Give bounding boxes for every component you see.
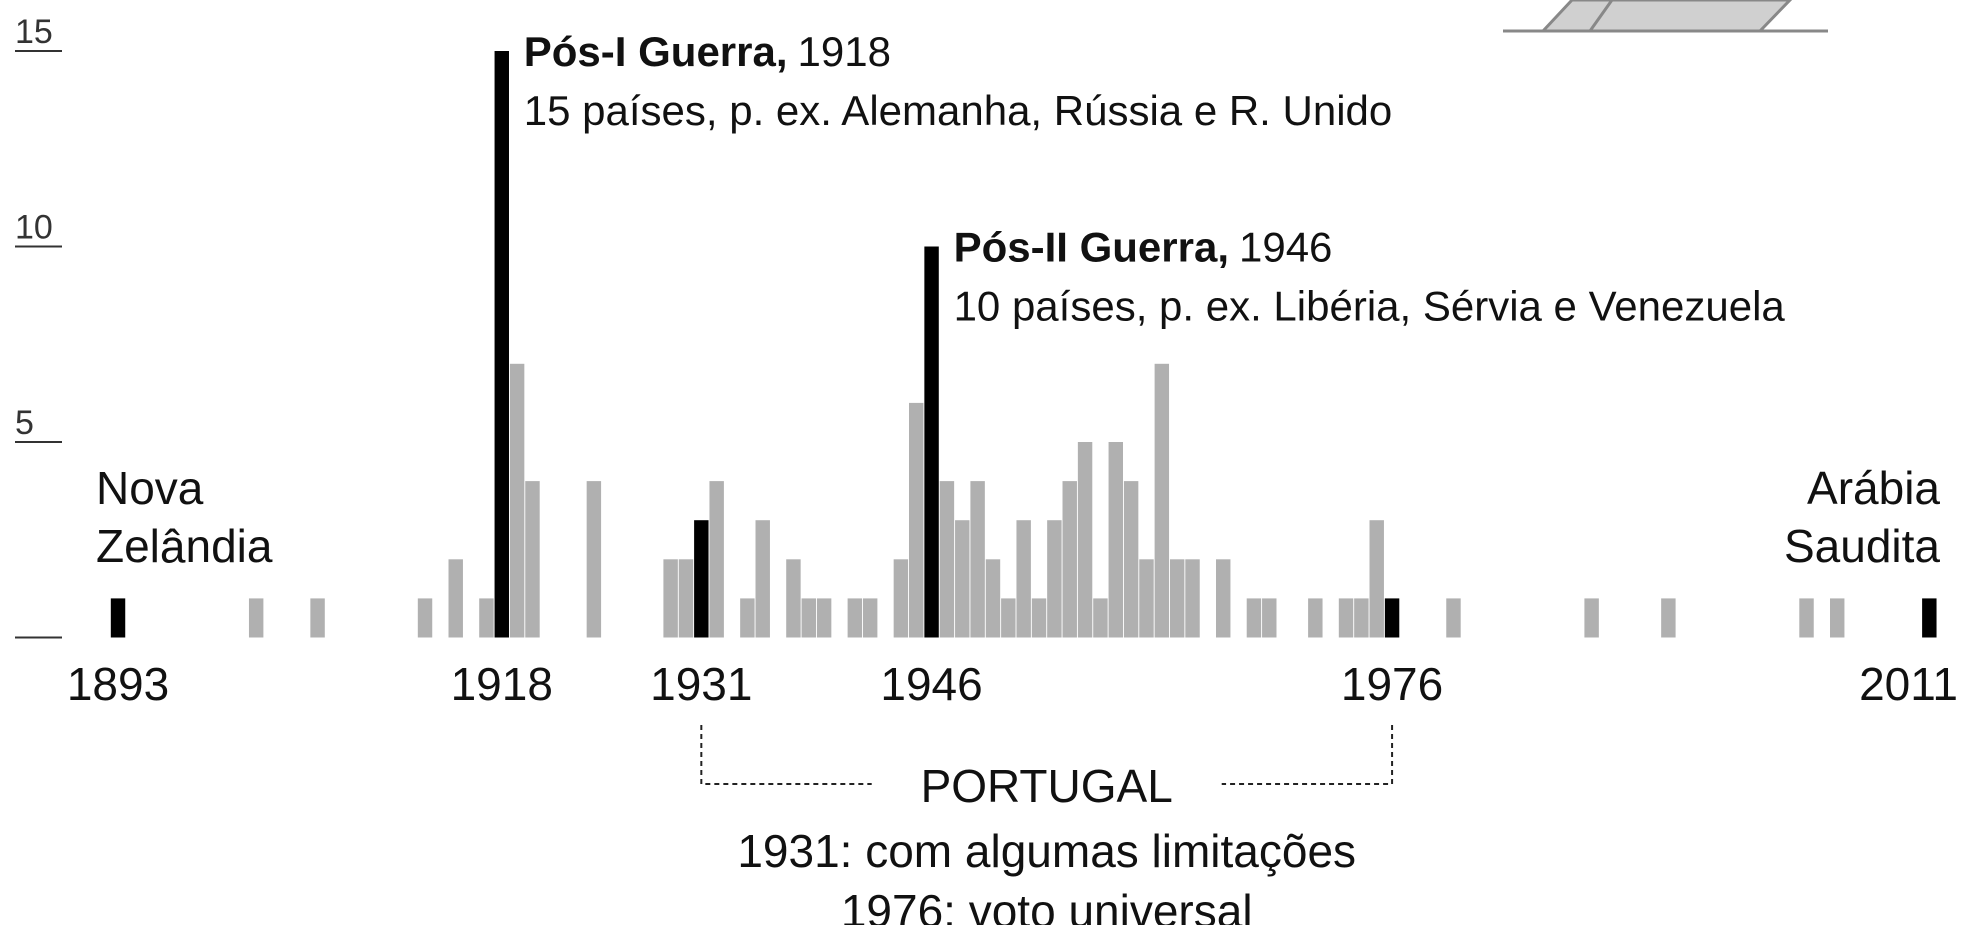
bar bbox=[1139, 559, 1154, 638]
bar bbox=[694, 520, 709, 638]
bar bbox=[1062, 481, 1077, 638]
bar bbox=[1830, 598, 1845, 638]
x-tick-label: 1976 bbox=[1341, 658, 1443, 710]
bar bbox=[586, 481, 602, 638]
bar bbox=[816, 598, 832, 638]
annotation-text: 15 países, p. ex. Alemanha, Rússia e R. … bbox=[524, 87, 1393, 134]
bar bbox=[1922, 598, 1937, 638]
bar bbox=[310, 598, 325, 638]
bar bbox=[1001, 598, 1016, 638]
country-label: Zelândia bbox=[96, 520, 273, 572]
bar bbox=[970, 481, 985, 638]
bar bbox=[1169, 559, 1185, 638]
bar bbox=[1093, 598, 1108, 638]
bracket bbox=[700, 725, 872, 785]
bracket bbox=[1221, 725, 1394, 785]
bar bbox=[1154, 363, 1170, 638]
annotation-bold: Pós-I Guerra, bbox=[524, 28, 788, 75]
bar bbox=[1216, 559, 1231, 638]
bar bbox=[955, 520, 970, 638]
bar bbox=[1016, 520, 1031, 638]
x-tick-label: 1931 bbox=[650, 658, 752, 710]
bar bbox=[786, 559, 801, 638]
bar bbox=[1799, 598, 1814, 638]
country-label: Nova bbox=[96, 462, 204, 514]
bar bbox=[494, 51, 509, 638]
bar bbox=[248, 598, 264, 638]
x-tick-label: 1946 bbox=[880, 658, 982, 710]
bar bbox=[1384, 598, 1400, 638]
bar bbox=[709, 481, 724, 638]
x-tick-label: 2011 bbox=[1859, 658, 1958, 710]
portugal-line: 1931: com algumas limitações bbox=[737, 825, 1356, 877]
bar bbox=[847, 598, 863, 638]
bar bbox=[939, 481, 955, 638]
bar bbox=[1584, 598, 1599, 638]
bar bbox=[663, 559, 678, 638]
x-tick-label: 1893 bbox=[67, 658, 169, 710]
bar bbox=[448, 559, 463, 638]
bar bbox=[1446, 598, 1461, 638]
bar bbox=[1123, 481, 1139, 638]
bar bbox=[801, 598, 816, 638]
y-tick-label: 15 bbox=[15, 13, 53, 51]
bar bbox=[678, 559, 694, 638]
bar bbox=[862, 598, 878, 638]
bar bbox=[1338, 598, 1354, 638]
bar bbox=[740, 598, 755, 638]
bar bbox=[755, 520, 770, 638]
bar bbox=[1077, 442, 1093, 638]
bar bbox=[893, 559, 909, 638]
bar bbox=[1308, 598, 1323, 638]
country-label: Arábia bbox=[1807, 462, 1940, 514]
bar bbox=[417, 598, 433, 638]
bar bbox=[909, 402, 924, 638]
bar bbox=[110, 598, 126, 638]
bar bbox=[1185, 559, 1200, 638]
bar bbox=[479, 598, 494, 638]
portugal-line: 1976: voto universal bbox=[841, 885, 1253, 925]
annotation-title: Pós-II Guerra, 1946 bbox=[954, 224, 1333, 271]
decorative-icon bbox=[1503, 0, 1828, 33]
country-label: Saudita bbox=[1784, 520, 1940, 572]
annotation-bold: Pós-II Guerra, bbox=[954, 224, 1229, 271]
bar bbox=[1246, 598, 1262, 638]
annotation-year: 1946 bbox=[1239, 224, 1332, 271]
annotation-title: Pós-I Guerra, 1918 bbox=[524, 28, 891, 75]
bar bbox=[1262, 598, 1277, 638]
bar bbox=[985, 559, 1001, 638]
y-tick-label: 5 bbox=[15, 404, 34, 442]
portugal-title: PORTUGAL bbox=[921, 760, 1173, 812]
bar bbox=[924, 246, 939, 638]
annotation-year: 1918 bbox=[798, 28, 891, 75]
bar bbox=[509, 363, 525, 638]
x-tick-label: 1918 bbox=[451, 658, 553, 710]
bar bbox=[1031, 598, 1047, 638]
y-tick-label: 10 bbox=[15, 209, 53, 247]
bar bbox=[1047, 520, 1062, 638]
bar bbox=[1369, 520, 1384, 638]
bar bbox=[1354, 598, 1369, 638]
annotation-text: 10 países, p. ex. Libéria, Sérvia e Vene… bbox=[954, 283, 1786, 330]
bar bbox=[1108, 442, 1123, 638]
bar bbox=[525, 481, 540, 638]
bar bbox=[1661, 598, 1676, 638]
